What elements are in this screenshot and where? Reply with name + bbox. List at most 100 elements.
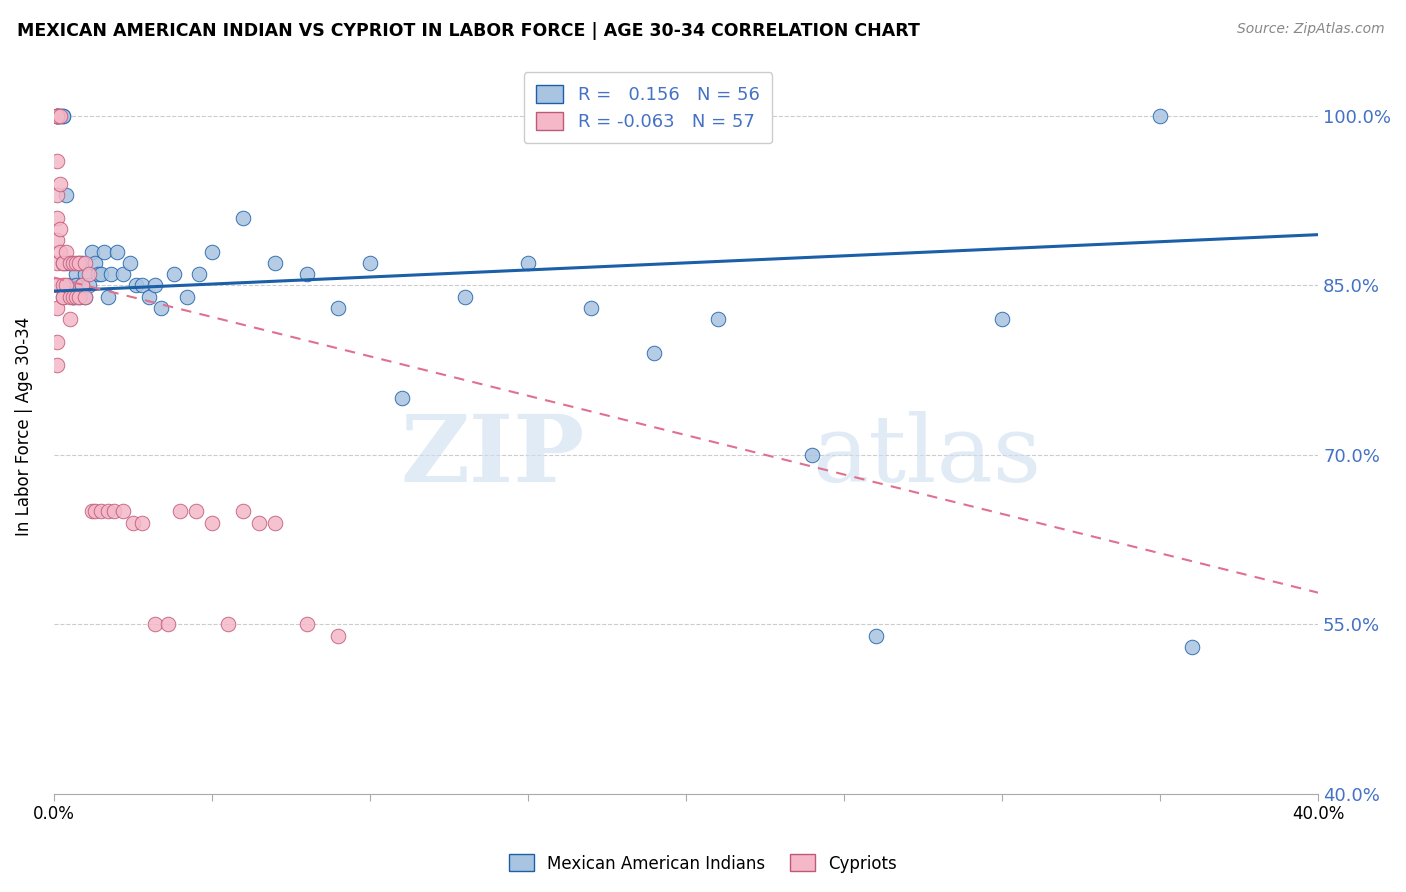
Point <box>801 448 824 462</box>
Point <box>49 222 72 236</box>
Point <box>59 290 82 304</box>
Point <box>97 290 120 304</box>
Point <box>52 278 75 293</box>
Point <box>118 256 141 270</box>
Point <box>264 516 287 530</box>
Point <box>150 301 173 315</box>
Point <box>1181 640 1204 654</box>
Point <box>131 516 153 530</box>
Point <box>46 334 69 349</box>
Point <box>328 301 350 315</box>
Point <box>59 256 82 270</box>
Point <box>84 256 107 270</box>
Point <box>991 312 1014 326</box>
Point <box>72 278 94 293</box>
Point <box>295 267 318 281</box>
Point <box>46 211 69 225</box>
Point <box>201 244 224 259</box>
Point <box>80 504 103 518</box>
Point <box>232 504 254 518</box>
Point <box>62 290 84 304</box>
Point <box>143 617 166 632</box>
Point <box>46 358 69 372</box>
Point <box>131 278 153 293</box>
Point <box>643 346 665 360</box>
Point <box>52 256 75 270</box>
Point <box>328 629 350 643</box>
Point <box>62 290 84 304</box>
Point <box>59 312 82 326</box>
Point <box>67 290 90 304</box>
Point <box>59 256 82 270</box>
Point <box>46 109 69 123</box>
Point <box>865 629 887 643</box>
Point <box>138 290 160 304</box>
Point <box>65 256 87 270</box>
Point <box>75 290 97 304</box>
Point <box>454 290 477 304</box>
Point <box>52 290 75 304</box>
Point <box>55 278 77 293</box>
Point <box>49 109 72 123</box>
Point <box>77 278 100 293</box>
Text: ZIP: ZIP <box>401 411 585 501</box>
Point <box>93 244 115 259</box>
Point <box>46 188 69 202</box>
Point <box>169 504 191 518</box>
Point <box>65 290 87 304</box>
Point <box>55 256 77 270</box>
Point <box>46 109 69 123</box>
Point <box>90 267 112 281</box>
Point <box>156 617 179 632</box>
Point <box>188 267 211 281</box>
Point <box>264 256 287 270</box>
Point <box>121 516 143 530</box>
Point <box>75 256 97 270</box>
Point <box>72 278 94 293</box>
Point <box>46 278 69 293</box>
Point <box>52 290 75 304</box>
Point <box>65 267 87 281</box>
Point <box>87 267 110 281</box>
Point <box>65 278 87 293</box>
Point <box>46 233 69 247</box>
Point <box>52 109 75 123</box>
Point <box>59 278 82 293</box>
Point <box>46 109 69 123</box>
Point <box>67 290 90 304</box>
Point <box>67 256 90 270</box>
Point <box>49 177 72 191</box>
Point <box>55 188 77 202</box>
Point <box>49 244 72 259</box>
Point <box>97 504 120 518</box>
Point <box>579 301 602 315</box>
Point <box>46 256 69 270</box>
Point <box>112 504 135 518</box>
Point <box>359 256 381 270</box>
Point <box>391 392 413 406</box>
Point <box>52 109 75 123</box>
Point <box>52 256 75 270</box>
Point <box>232 211 254 225</box>
Point <box>176 290 198 304</box>
Point <box>295 617 318 632</box>
Legend: R =   0.156   N = 56, R = -0.063   N = 57: R = 0.156 N = 56, R = -0.063 N = 57 <box>523 72 772 144</box>
Point <box>84 504 107 518</box>
Point <box>112 267 135 281</box>
Point <box>67 256 90 270</box>
Point <box>103 504 125 518</box>
Point <box>105 244 128 259</box>
Point <box>46 154 69 169</box>
Point <box>72 256 94 270</box>
Point <box>62 256 84 270</box>
Point <box>46 109 69 123</box>
Point <box>75 267 97 281</box>
Point <box>75 290 97 304</box>
Text: Source: ZipAtlas.com: Source: ZipAtlas.com <box>1237 22 1385 37</box>
Point <box>46 109 69 123</box>
Point <box>100 267 122 281</box>
Y-axis label: In Labor Force | Age 30-34: In Labor Force | Age 30-34 <box>15 317 32 536</box>
Point <box>217 617 239 632</box>
Point <box>706 312 728 326</box>
Text: atlas: atlas <box>813 411 1042 501</box>
